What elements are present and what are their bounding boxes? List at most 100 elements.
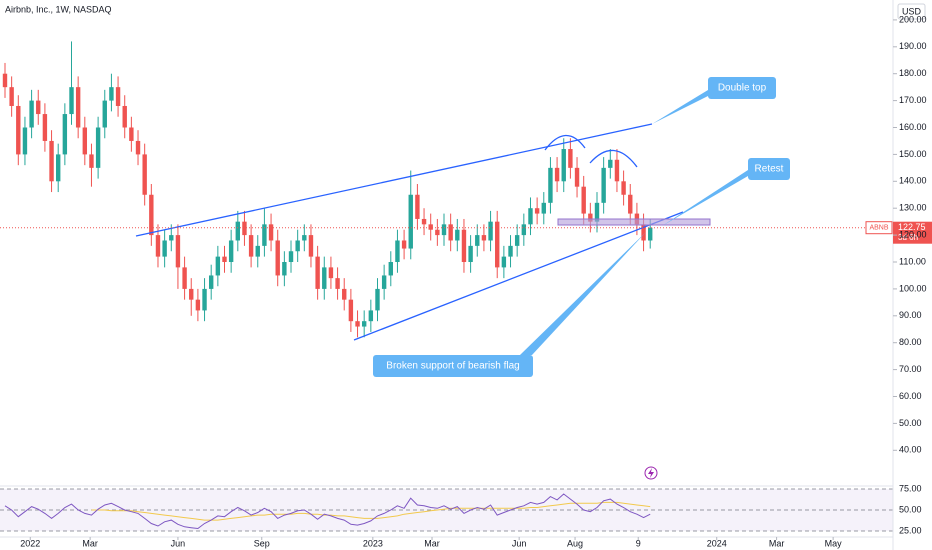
candle-body bbox=[228, 240, 234, 263]
rsi-tick-label: 50.00 bbox=[899, 504, 922, 514]
candle-body bbox=[122, 105, 127, 128]
y-tick-label: 200.00 bbox=[899, 14, 927, 24]
candle-body bbox=[202, 288, 207, 311]
candle-body bbox=[401, 240, 407, 249]
candle-body bbox=[89, 154, 94, 168]
candle-body bbox=[534, 208, 540, 214]
candle-body bbox=[428, 224, 433, 230]
candle-body bbox=[488, 221, 493, 241]
candle-body bbox=[75, 87, 81, 128]
candle-body bbox=[142, 154, 147, 195]
candle-body bbox=[561, 149, 566, 182]
y-tick-label: 70.00 bbox=[899, 364, 922, 374]
callouts bbox=[373, 77, 790, 377]
currency[interactable]: USD bbox=[902, 6, 922, 16]
top-arc bbox=[589, 149, 638, 168]
candle-body bbox=[29, 100, 34, 128]
candle-body bbox=[56, 154, 61, 182]
candle-body bbox=[95, 127, 101, 168]
candle-body bbox=[262, 224, 267, 246]
candle-body bbox=[208, 275, 214, 289]
retest-zone bbox=[557, 218, 711, 226]
annotation: Double top bbox=[718, 83, 767, 94]
candle-body bbox=[388, 262, 393, 276]
lower-trendline bbox=[353, 211, 684, 341]
y-tick-label: 140.00 bbox=[899, 176, 927, 186]
y-tick-label: 160.00 bbox=[899, 122, 927, 132]
currency-button[interactable] bbox=[897, 3, 926, 20]
candle-body bbox=[155, 235, 161, 257]
candle-body bbox=[235, 221, 241, 241]
candle-body bbox=[608, 159, 613, 168]
candle-body bbox=[508, 245, 513, 257]
candle-body bbox=[421, 218, 427, 225]
y-tick-label: 120.00 bbox=[899, 229, 927, 239]
candle-body bbox=[175, 235, 181, 268]
candle-body bbox=[648, 227, 653, 241]
candle-body bbox=[215, 256, 221, 276]
countdown-label: 3d 6h bbox=[898, 233, 918, 242]
candle-body bbox=[554, 167, 560, 182]
candle-body bbox=[302, 235, 307, 241]
candle-body bbox=[315, 256, 320, 289]
candle-body bbox=[135, 140, 141, 155]
candle-body bbox=[475, 235, 480, 246]
candle-body bbox=[381, 275, 387, 289]
candle-body bbox=[408, 194, 413, 249]
candle-body bbox=[2, 73, 8, 88]
rsi-pane: 75.00 50.00 25.00 bbox=[0, 483, 922, 535]
x-tick-label: 9 bbox=[636, 538, 641, 548]
callout-pointer bbox=[520, 232, 646, 355]
candle-body bbox=[248, 235, 254, 257]
callout-pointer bbox=[662, 170, 748, 226]
candle-body bbox=[435, 229, 440, 236]
candle-body bbox=[335, 278, 340, 289]
candle-body bbox=[581, 186, 586, 214]
candle-body bbox=[222, 256, 227, 263]
candle-body bbox=[295, 240, 300, 252]
candle-body bbox=[521, 224, 527, 236]
candle-body bbox=[82, 127, 88, 155]
candle-body bbox=[461, 229, 467, 263]
candle-body bbox=[481, 235, 487, 241]
y-tick-label: 60.00 bbox=[899, 391, 922, 401]
candle-body bbox=[102, 100, 107, 128]
candle-body bbox=[368, 310, 374, 322]
candle-body bbox=[448, 224, 453, 241]
candle-body bbox=[342, 288, 347, 300]
rsi-line bbox=[4, 493, 651, 530]
symbol-badge bbox=[865, 221, 893, 235]
symbol-label: ABNB bbox=[869, 225, 888, 232]
candle-body bbox=[628, 194, 633, 214]
candle-body bbox=[109, 87, 114, 101]
candle-body bbox=[288, 251, 294, 263]
candle-body bbox=[22, 127, 28, 155]
top-arc bbox=[544, 134, 586, 151]
drawings bbox=[135, 123, 684, 341]
y-tick-label: 100.00 bbox=[899, 283, 927, 293]
candle-body bbox=[528, 208, 533, 225]
candle-body bbox=[322, 267, 327, 289]
upper-trendline bbox=[135, 123, 653, 237]
candle-body bbox=[395, 240, 400, 263]
y-tick-label: 40.00 bbox=[899, 445, 922, 455]
candle-body bbox=[328, 267, 334, 279]
y-tick-label: 190.00 bbox=[899, 41, 927, 51]
x-tick-label: Sep bbox=[254, 538, 270, 548]
candle-body bbox=[255, 245, 260, 257]
candles bbox=[2, 41, 653, 338]
last-price-label: 122.75 bbox=[898, 222, 926, 232]
candle-body bbox=[115, 87, 121, 106]
candle-body bbox=[501, 256, 507, 268]
callout-box bbox=[708, 77, 776, 99]
candle-body bbox=[455, 229, 460, 241]
candle-body bbox=[514, 235, 520, 246]
y-tick-label: 80.00 bbox=[899, 337, 922, 347]
candle-body bbox=[282, 262, 287, 276]
y-tick-label: 150.00 bbox=[899, 149, 927, 159]
events-icon-bolt bbox=[648, 468, 654, 478]
rsi-tick-label: 25.00 bbox=[899, 525, 922, 535]
candle-body bbox=[361, 321, 367, 327]
